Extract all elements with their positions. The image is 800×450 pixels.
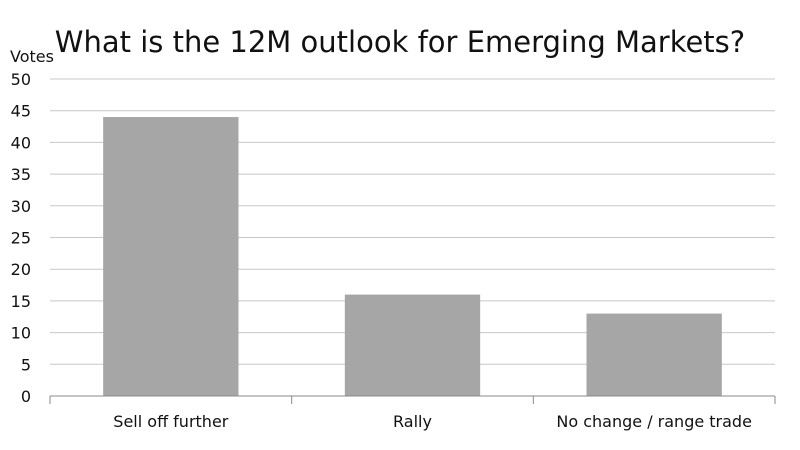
y-tick-label: 15 [11, 292, 31, 311]
y-tick-label: 50 [11, 70, 31, 89]
y-tick-label: 5 [21, 355, 31, 374]
y-tick-label: 0 [21, 387, 31, 406]
y-axis-label: Votes [10, 47, 54, 66]
y-tick-labels: 0 5 10 15 20 25 30 35 40 45 50 [11, 70, 31, 406]
y-tick-label: 40 [11, 133, 31, 152]
axes [49, 395, 776, 404]
bars [103, 117, 722, 396]
x-tick-label: Rally [393, 412, 432, 431]
x-tick-label: No change / range trade [556, 412, 752, 431]
bar [103, 117, 239, 396]
x-tick-labels: Sell off further Rally No change / range t… [113, 412, 752, 431]
y-tick-label: 10 [11, 324, 31, 343]
y-tick-label: 35 [11, 165, 31, 184]
y-tick-label: 30 [11, 197, 31, 216]
y-tick-label: 25 [11, 229, 31, 248]
bar [344, 294, 481, 396]
chart-title: What is the 12M outlook for Emerging Mar… [55, 25, 745, 59]
bar [586, 313, 722, 396]
x-tick-label: Sell off further [113, 412, 228, 431]
y-tick-label: 45 [11, 102, 31, 121]
y-tick-label: 20 [11, 260, 31, 279]
